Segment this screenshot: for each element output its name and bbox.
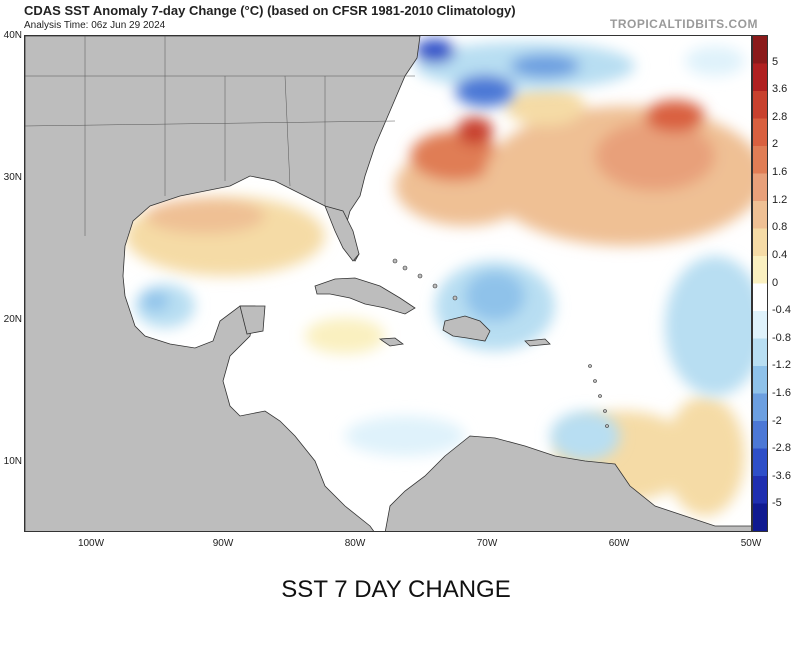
colorbar-tick-label: 1.2 — [772, 193, 788, 206]
islands — [392, 258, 609, 428]
colorbar-tick-label: -2 — [772, 414, 782, 427]
colorbar-tick-label: 5 — [772, 55, 779, 68]
colorbar-tick-label: -2.8 — [772, 442, 791, 455]
colorbar-tick-label: 2 — [772, 138, 779, 151]
landmass — [25, 36, 751, 531]
lon-label-80w: 80W — [344, 538, 366, 549]
lat-label-40n: 40N — [3, 30, 22, 41]
colorbar-tick-label: -0.4 — [772, 304, 791, 317]
lon-label-90w: 90W — [212, 538, 234, 549]
colorbar-tick-label: 3.6 — [772, 83, 788, 96]
lat-label-10n: 10N — [3, 456, 22, 467]
lon-label-70w: 70W — [476, 538, 498, 549]
colorbar-tick-label: 2.8 — [772, 110, 788, 123]
warm-anomalies — [25, 86, 751, 516]
colorbar-tick-label: 0.4 — [772, 248, 788, 261]
colorbar-tick-label: -5 — [772, 497, 782, 510]
colorbar-tick-label: -0.8 — [772, 331, 791, 344]
lat-label-30n: 30N — [3, 172, 22, 183]
map-canvas — [25, 36, 751, 531]
state-borders — [25, 36, 415, 236]
lon-label-60w: 60W — [608, 538, 630, 549]
chart-title: CDAS SST Anomaly 7-day Change (°C) (base… — [24, 3, 516, 18]
lon-label-100w: 100W — [77, 538, 105, 549]
colorbar-tick-label: 0 — [772, 276, 779, 289]
colorbar-tick-label: -1.6 — [772, 386, 791, 399]
sst-map — [24, 35, 752, 532]
colorbar-gradient — [752, 35, 768, 532]
lon-label-50w: 50W — [740, 538, 762, 549]
brand-watermark: TROPICALTIDBITS.COM — [610, 17, 758, 31]
colorbar-tick-label: 1.6 — [772, 166, 788, 179]
caption: SST 7 DAY CHANGE — [281, 576, 511, 603]
colorbar-tick-label: -1.2 — [772, 359, 791, 372]
colorbar-tick-label: 0.8 — [772, 221, 788, 234]
colorbar-tick-label: -3.6 — [772, 469, 791, 482]
lat-label-20n: 20N — [3, 314, 22, 325]
analysis-time: Analysis Time: 06z Jun 29 2024 — [24, 20, 166, 31]
